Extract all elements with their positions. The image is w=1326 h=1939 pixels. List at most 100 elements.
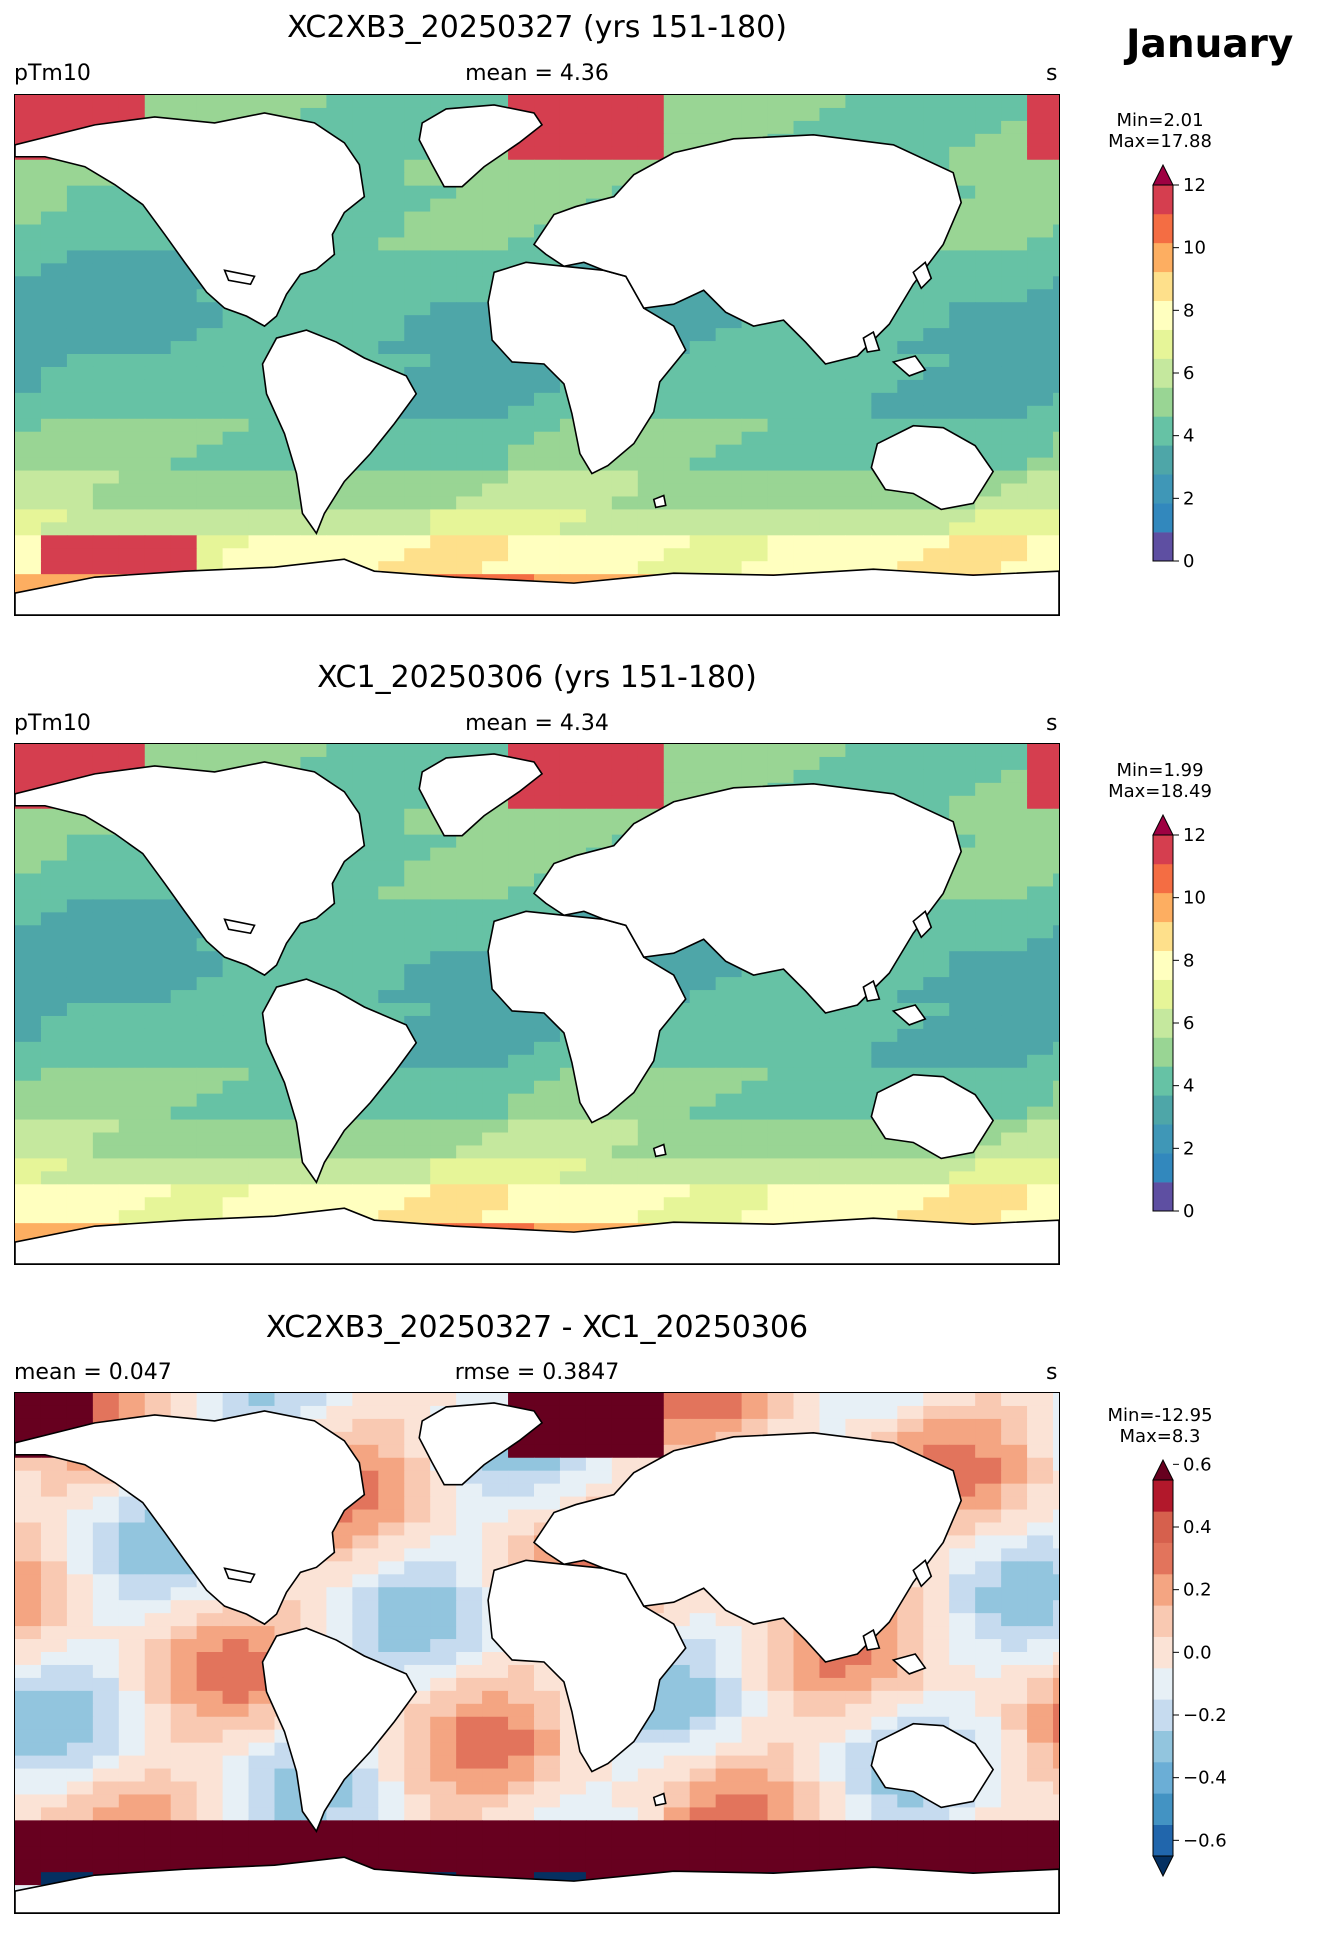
- colorbar-extend-max: [1152, 163, 1174, 186]
- colorbar-segment: [1153, 185, 1173, 215]
- panel1-colorbar: 0 2 4 6 8 10 12: [1152, 163, 1263, 591]
- panel2-min: Min=1.99: [1116, 760, 1204, 781]
- colorbar-tick-label: 6: [1183, 363, 1194, 384]
- colorbar-tick-label: 0.0: [1183, 1642, 1212, 1663]
- colorbar-segment: [1153, 532, 1173, 562]
- colorbar-segment: [1153, 329, 1173, 359]
- colorbar-segment: [1153, 416, 1173, 446]
- panel2-units-label: s: [1046, 711, 1058, 736]
- land-masses: [15, 753, 1059, 1264]
- colorbar-segment: [1153, 445, 1173, 475]
- land-antarctica: [15, 1207, 1059, 1264]
- panel2-mean-label: mean = 4.34: [465, 711, 609, 736]
- map-svg: [15, 95, 1059, 615]
- colorbar-tick-label: −0.6: [1183, 1830, 1227, 1851]
- island: [891, 1653, 927, 1675]
- island: [652, 1143, 667, 1158]
- colorbar-segment: [1153, 213, 1173, 244]
- island: [912, 910, 933, 939]
- colorbar-segment: [1153, 835, 1173, 865]
- panel2-title: XC1_20250306 (yrs 151-180): [317, 660, 757, 695]
- land-southAmerica: [261, 329, 418, 535]
- colorbar-segment: [1153, 1095, 1173, 1125]
- island: [891, 1004, 927, 1026]
- colorbar-segment: [1153, 1668, 1173, 1700]
- land-eurasia: [532, 783, 963, 1014]
- colorbar-tick-label: 8: [1183, 950, 1194, 971]
- land-eurasia: [532, 1432, 963, 1663]
- land-australia: [870, 424, 995, 511]
- colorbar-segment: [1153, 242, 1173, 273]
- colorbar-segment: [1153, 503, 1173, 533]
- map-svg: [15, 744, 1059, 1264]
- map-svg: [15, 1393, 1059, 1913]
- colorbar-tick-label: 0.6: [1183, 1454, 1212, 1475]
- land-southAmerica: [261, 978, 418, 1184]
- land-australia: [870, 1722, 995, 1809]
- panel3-max: Max=8.3: [1119, 1426, 1201, 1447]
- panel2-stats: Min=1.99 Max=18.49: [1090, 760, 1230, 802]
- colorbar-segment: [1153, 1636, 1173, 1669]
- land-northAmerica: [15, 112, 366, 328]
- colorbar-svg: −0.6 −0.4 −0.2 0.0 0.2 0.4 0.6: [1152, 1454, 1227, 1878]
- panel2-max: Max=18.49: [1108, 781, 1212, 802]
- land-antarctica: [15, 1856, 1059, 1913]
- colorbar-segment: [1153, 863, 1173, 894]
- colorbar-tick-label: 2: [1183, 488, 1194, 509]
- island: [912, 1559, 933, 1588]
- panel3-min: Min=-12.95: [1107, 1405, 1213, 1426]
- land-masses: [15, 1402, 1059, 1913]
- colorbar-segment: [1153, 1124, 1173, 1154]
- colorbar-extend-max: [1152, 813, 1174, 836]
- colorbar-svg: 0 2 4 6 8 10 12: [1152, 163, 1206, 572]
- island: [652, 1792, 667, 1807]
- panel1-mean-label: mean = 4.36: [465, 61, 609, 86]
- colorbar-tick-label: 10: [1183, 888, 1206, 909]
- colorbar-tick-label: 2: [1183, 1138, 1194, 1159]
- panel1-variable-label: pTm10: [14, 61, 91, 86]
- colorbar-tick-label: 0: [1183, 551, 1194, 572]
- colorbar-segment: [1153, 271, 1173, 301]
- panel3-title: XC2XB3_20250327 - XC1_20250306: [265, 1310, 809, 1345]
- panel2-map: [14, 743, 1060, 1265]
- island: [862, 1628, 881, 1651]
- colorbar-tick-label: 0.4: [1183, 1517, 1212, 1538]
- land-masses: [15, 104, 1059, 615]
- colorbar-segment: [1153, 921, 1173, 951]
- colorbar-segment: [1153, 1762, 1173, 1794]
- land-greenland: [418, 104, 544, 188]
- island: [223, 918, 256, 935]
- colorbar-segment: [1153, 979, 1173, 1009]
- colorbar-tick-label: 4: [1183, 1076, 1194, 1097]
- panel2-colorbar: 0 2 4 6 8 10 12: [1152, 813, 1263, 1241]
- colorbar-tick-label: −0.2: [1183, 1705, 1227, 1726]
- colorbar-tick-label: −0.4: [1183, 1768, 1227, 1789]
- colorbar-tick-label: 12: [1183, 175, 1206, 196]
- panel2-variable-label: pTm10: [14, 711, 91, 736]
- colorbar-tick-label: 12: [1183, 825, 1206, 846]
- colorbar-segment: [1153, 1699, 1173, 1731]
- colorbar-segment: [1153, 1542, 1173, 1575]
- colorbar-tick-label: 4: [1183, 426, 1194, 447]
- panel3-units-label: s: [1046, 1360, 1058, 1385]
- panel3-rmse-label: rmse = 0.3847: [454, 1360, 620, 1385]
- colorbar-tick-label: 0.2: [1183, 1580, 1212, 1601]
- panel3-colorbar: −0.6 −0.4 −0.2 0.0 0.2 0.4 0.6: [1152, 1454, 1263, 1886]
- colorbar-segment: [1153, 1480, 1173, 1512]
- land-southAmerica: [261, 1627, 418, 1833]
- panel1-title: XC2XB3_20250327 (yrs 151-180): [287, 10, 787, 45]
- colorbar-segment: [1153, 358, 1173, 388]
- colorbar-segment: [1153, 474, 1173, 504]
- colorbar-extend-min: [1152, 1855, 1174, 1878]
- panel3-map: [14, 1392, 1060, 1914]
- colorbar-tick-label: 8: [1183, 300, 1194, 321]
- colorbar-segment: [1153, 387, 1173, 417]
- land-greenland: [418, 753, 544, 837]
- island: [223, 1567, 256, 1584]
- colorbar-segment: [1153, 1182, 1173, 1212]
- colorbar-tick-label: 10: [1183, 238, 1206, 259]
- colorbar-svg: 0 2 4 6 8 10 12: [1152, 813, 1206, 1222]
- panel1-stats: Min=2.01 Max=17.88: [1090, 110, 1230, 152]
- colorbar-segment: [1153, 1824, 1173, 1857]
- panel1-max: Max=17.88: [1108, 131, 1212, 152]
